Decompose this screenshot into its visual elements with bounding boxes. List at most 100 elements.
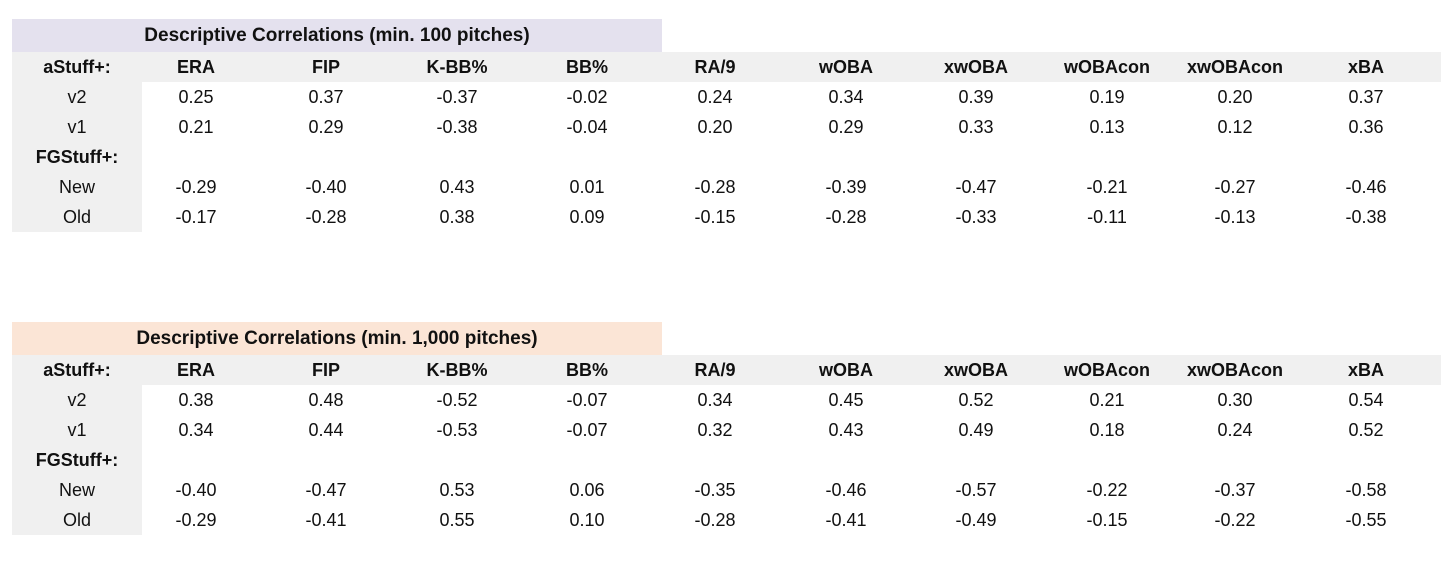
table-cell: 0.01 (569, 177, 605, 197)
column-header: FIP (311, 57, 340, 77)
table-cell: -0.33 (955, 207, 997, 227)
row-label: New (12, 475, 142, 505)
row-label: v2 (12, 385, 142, 415)
column-header: FIP (311, 360, 340, 380)
table-cell: -0.41 (305, 510, 347, 530)
table-cell: -0.46 (1345, 177, 1387, 197)
table-cell: -0.21 (1086, 177, 1128, 197)
table-cell: 0.32 (697, 420, 733, 440)
table-cell: 0.34 (178, 420, 214, 440)
table-cell: 0.39 (958, 87, 994, 107)
column-header: xwOBA (943, 57, 1008, 77)
table-cell: 0.24 (697, 87, 733, 107)
column-header: RA/9 (694, 360, 736, 380)
table-cell: -0.47 (305, 480, 347, 500)
table-cell: -0.02 (566, 87, 608, 107)
table-cell: 0.52 (958, 390, 994, 410)
table-cell: -0.29 (175, 177, 217, 197)
table-cell: -0.58 (1345, 480, 1387, 500)
column-header: xBA (1347, 57, 1384, 77)
table-title: Descriptive Correlations (min. 1,000 pit… (12, 322, 662, 355)
table-cell: 0.30 (1217, 390, 1253, 410)
table-cell: 0.37 (308, 87, 344, 107)
table-row: v2 0.25 0.37 -0.37 -0.02 0.24 0.34 0.39 0.19 0.20… (12, 82, 1441, 112)
table-cell: -0.37 (436, 87, 478, 107)
table-title: Descriptive Correlations (min. 100 pitch… (12, 19, 662, 52)
table-cell: 0.34 (697, 390, 733, 410)
table-cell: 0.29 (828, 117, 864, 137)
table-cell: 0.21 (1089, 390, 1125, 410)
table-cell: 0.38 (178, 390, 214, 410)
table-cell: -0.11 (1087, 207, 1127, 227)
group-label: aStuff+: (12, 52, 142, 82)
column-header: wOBAcon (1063, 57, 1150, 77)
table-cell: 0.55 (439, 510, 475, 530)
column-header: wOBAcon (1063, 360, 1150, 380)
column-header: ERA (176, 57, 215, 77)
table-cell: 0.45 (828, 390, 864, 410)
column-header: xwOBAcon (1186, 360, 1283, 380)
column-header: BB% (565, 360, 608, 380)
table-header-row: aStuff+: ERA FIP K-BB% BB% RA/9 wOBA xwOBA wOBAc… (12, 52, 1441, 82)
table-cell: 0.44 (308, 420, 344, 440)
table-row: New -0.29 -0.40 0.43 0.01 -0.28 -0.39 -0.47 -0.2… (12, 172, 1441, 202)
table-cell: 0.24 (1217, 420, 1253, 440)
table-row: Old -0.29 -0.41 0.55 0.10 -0.28 -0.41 -0.49 -0.1… (12, 505, 1441, 535)
table-cell: -0.17 (175, 207, 217, 227)
table-cell: -0.37 (1214, 480, 1256, 500)
row-label: v1 (12, 112, 142, 142)
table-row: v1 0.34 0.44 -0.53 -0.07 0.32 0.43 0.49 0.18 0.24… (12, 415, 1441, 445)
table-cell: -0.47 (955, 177, 997, 197)
table-cell: -0.52 (436, 390, 478, 410)
table-cell: -0.27 (1214, 177, 1256, 197)
table-row: Old -0.17 -0.28 0.38 0.09 -0.15 -0.28 -0.33 -0.1… (12, 202, 1441, 232)
table-cell: 0.13 (1089, 117, 1125, 137)
table-cell: -0.38 (436, 117, 478, 137)
table-cell: -0.53 (436, 420, 478, 440)
column-header: xwOBAcon (1186, 57, 1283, 77)
table-cell: 0.43 (439, 177, 475, 197)
table-cell: -0.41 (825, 510, 867, 530)
table-cell: -0.49 (955, 510, 997, 530)
table-cell: 0.37 (1348, 87, 1384, 107)
group-label: aStuff+: (12, 355, 142, 385)
table-cell: 0.06 (569, 480, 605, 500)
column-header: K-BB% (426, 360, 488, 380)
table-cell: 0.25 (178, 87, 214, 107)
row-label: v2 (12, 82, 142, 112)
table-header-row: aStuff+: ERA FIP K-BB% BB% RA/9 wOBA xwOBA wOBAc… (12, 355, 1441, 385)
group-header-row: FGStuff+: (12, 142, 1441, 172)
table-cell: 0.48 (308, 390, 344, 410)
table-cell: 0.18 (1089, 420, 1125, 440)
table-cell: 0.21 (178, 117, 214, 137)
column-header: BB% (565, 57, 608, 77)
table-cell: -0.40 (175, 480, 217, 500)
column-header: xBA (1347, 360, 1384, 380)
table-cell: 0.49 (958, 420, 994, 440)
table-cell: 0.33 (958, 117, 994, 137)
table-cell: -0.28 (825, 207, 867, 227)
table-cell: -0.13 (1214, 207, 1256, 227)
group-header-row: FGStuff+: (12, 445, 1441, 475)
table-cell: -0.04 (566, 117, 608, 137)
table-cell: -0.07 (566, 420, 608, 440)
table-cell: -0.15 (694, 207, 736, 227)
table-cell: -0.46 (825, 480, 867, 500)
table-cell: 0.38 (439, 207, 475, 227)
table-cell: 0.43 (828, 420, 864, 440)
table-cell: 0.09 (569, 207, 605, 227)
column-header: K-BB% (426, 57, 488, 77)
table-cell: -0.07 (566, 390, 608, 410)
column-header: wOBA (819, 360, 873, 380)
table-cell: -0.28 (694, 177, 736, 197)
column-header: xwOBA (943, 360, 1008, 380)
table-cell: 0.29 (308, 117, 344, 137)
table-cell: 0.34 (828, 87, 864, 107)
group-label: FGStuff+: (12, 142, 142, 172)
table-cell: -0.22 (1214, 510, 1256, 530)
table-cell: 0.53 (439, 480, 475, 500)
table-cell: 0.54 (1348, 390, 1384, 410)
table-cell: -0.35 (694, 480, 736, 500)
table-cell: 0.20 (697, 117, 733, 137)
table-cell: 0.19 (1089, 87, 1125, 107)
